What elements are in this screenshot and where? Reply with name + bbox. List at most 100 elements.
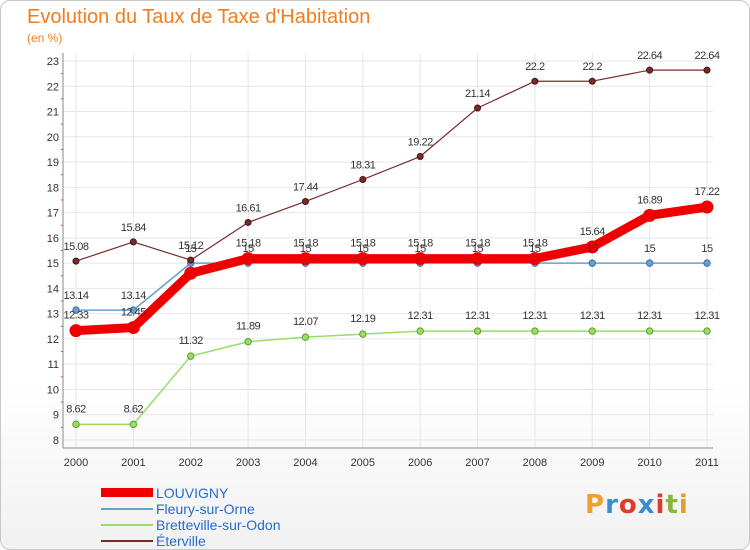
- y-tick-label: 14: [47, 283, 59, 295]
- data-point-2: [301, 333, 310, 341]
- data-point-0: [69, 324, 83, 338]
- data-point-0: [413, 252, 427, 266]
- data-point-2: [645, 327, 654, 335]
- legend-label-louvigny: LOUVIGNY: [156, 485, 229, 501]
- data-point-0: [241, 252, 255, 266]
- data-point-0: [700, 200, 714, 214]
- logo-letter: x: [637, 490, 656, 520]
- x-tick-label: 2000: [64, 457, 88, 469]
- data-point-3: [244, 218, 252, 226]
- data-label-3: 15.84: [121, 222, 146, 234]
- y-tick-label: 13: [47, 309, 59, 321]
- data-point-0: [126, 321, 140, 335]
- logo-letter: t: [665, 490, 679, 520]
- x-tick-label: 2004: [293, 457, 317, 469]
- data-label-3: 22.64: [637, 50, 662, 62]
- data-label-3: 15.12: [178, 240, 203, 252]
- data-point-3: [474, 104, 482, 112]
- data-label-0: 16.89: [637, 194, 662, 206]
- legend-swatch-eterville: [101, 540, 153, 542]
- data-label-0: 15.18: [350, 238, 375, 250]
- data-point-2: [359, 330, 367, 338]
- data-label-3: 22.2: [583, 61, 603, 73]
- data-label-2: 12.31: [522, 310, 547, 322]
- y-tick-label: 8: [53, 435, 59, 447]
- data-label-1: 13.14: [63, 290, 88, 302]
- data-label-3: 15.08: [63, 241, 88, 253]
- data-point-2: [703, 327, 711, 335]
- data-label-2: 12.31: [408, 310, 433, 322]
- data-label-2: 12.07: [293, 316, 318, 328]
- y-tick-label: 17: [47, 208, 59, 220]
- data-label-3: 18.31: [350, 160, 375, 172]
- data-point-1: [129, 306, 138, 314]
- data-point-2: [72, 420, 80, 429]
- data-point-2: [129, 420, 138, 429]
- data-label-0: 15.18: [236, 238, 261, 250]
- data-point-3: [646, 66, 654, 74]
- series-line-1: [75, 262, 708, 311]
- data-label-2: 11.32: [179, 335, 204, 347]
- data-label-3: 19.22: [408, 137, 433, 149]
- logo-letter: i: [678, 490, 689, 520]
- x-tick-label: 2006: [408, 457, 432, 469]
- y-tick-label: 18: [47, 182, 59, 194]
- logo-letter: i: [655, 490, 666, 520]
- data-point-3: [359, 176, 367, 184]
- proxiti-logo: Proxiti: [585, 490, 689, 520]
- data-point-3: [72, 257, 80, 265]
- chart-subtitle: (en %): [27, 31, 63, 45]
- data-label-3: 17.44: [293, 181, 318, 193]
- data-label-0: 15.64: [580, 226, 605, 238]
- y-tick-label: 22: [47, 81, 59, 93]
- x-tick-label: 2011: [695, 457, 719, 469]
- data-label-2: 12.19: [350, 313, 375, 325]
- data-point-0: [528, 252, 542, 266]
- x-tick-label: 2001: [121, 457, 145, 469]
- y-tick-label: 15: [47, 258, 59, 270]
- data-label-2: 11.89: [236, 321, 261, 333]
- data-label-2: 8.62: [124, 403, 144, 415]
- data-label-3: 16.61: [236, 202, 261, 214]
- data-point-1: [645, 259, 654, 267]
- x-tick-label: 2007: [465, 457, 489, 469]
- data-point-3: [416, 153, 424, 161]
- data-point-0: [184, 266, 198, 280]
- data-label-0: 12.45: [121, 307, 146, 319]
- data-label-3: 22.2: [525, 61, 545, 73]
- legend-label-fleury: Fleury-sur-Orne: [156, 501, 255, 517]
- legend-swatch-fleury: [101, 508, 153, 510]
- data-label-1: 15: [415, 243, 427, 255]
- data-point-2: [473, 327, 482, 335]
- data-label-1: 15: [185, 243, 197, 255]
- series-line-2: [75, 330, 708, 426]
- y-tick-label: 19: [47, 157, 59, 169]
- y-tick-label: 12: [47, 334, 59, 346]
- data-label-1: 15: [357, 243, 369, 255]
- chart-title: Evolution du Taux de Taxe d'Habitation: [27, 6, 371, 28]
- data-point-0: [356, 252, 370, 266]
- x-tick-label: 2010: [637, 457, 661, 469]
- x-tick-label: 2003: [236, 457, 260, 469]
- data-label-1: 15: [242, 243, 254, 255]
- legend-swatch-louvigny: [101, 488, 153, 497]
- legend-label-eterville: Éterville: [156, 533, 206, 549]
- y-tick-label: 21: [47, 107, 59, 119]
- data-label-2: 8.62: [66, 403, 86, 415]
- data-point-0: [585, 240, 599, 254]
- data-point-2: [416, 327, 424, 335]
- y-tick-label: 23: [47, 56, 59, 68]
- data-point-0: [643, 208, 657, 222]
- data-label-2: 12.31: [637, 310, 662, 322]
- x-tick-label: 2008: [523, 457, 547, 469]
- data-label-1: 15: [587, 243, 599, 255]
- data-point-1: [72, 306, 80, 314]
- data-point-2: [187, 352, 195, 360]
- data-point-1: [703, 259, 711, 267]
- data-point-3: [531, 77, 539, 85]
- data-label-2: 12.31: [465, 310, 490, 322]
- data-point-0: [298, 252, 312, 266]
- logo-letter: P: [585, 490, 606, 520]
- data-label-0: 12.33: [63, 310, 88, 322]
- y-tick-label: 20: [47, 132, 59, 144]
